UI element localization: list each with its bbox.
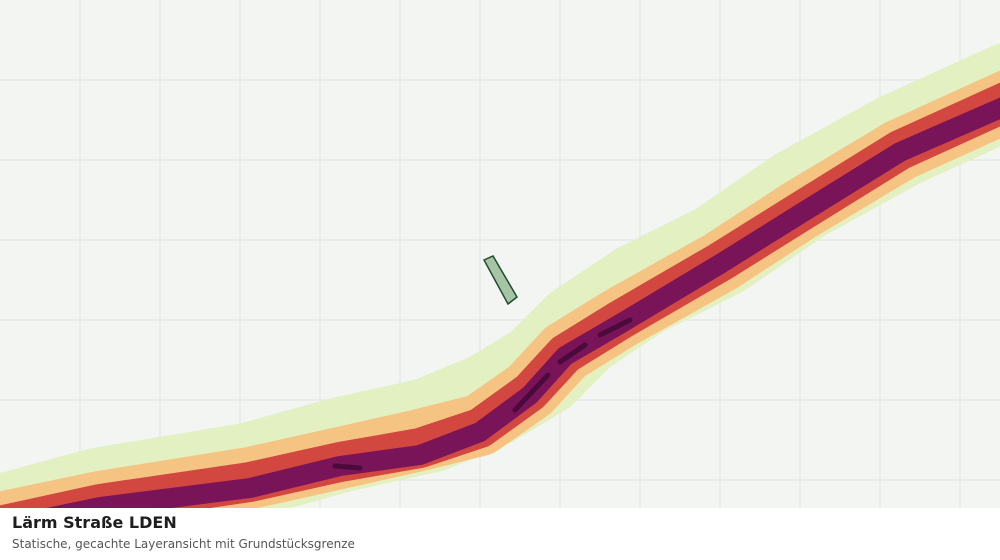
layer-title: Lärm Straße LDEN	[12, 513, 177, 532]
caption-panel	[0, 508, 1000, 560]
noise-band-80	[332, 317, 633, 471]
layer-subtitle: Statische, gecachte Layeransicht mit Gru…	[12, 537, 355, 551]
noise-layer	[0, 43, 1000, 560]
parcel-boundary[interactable]	[482, 255, 518, 306]
